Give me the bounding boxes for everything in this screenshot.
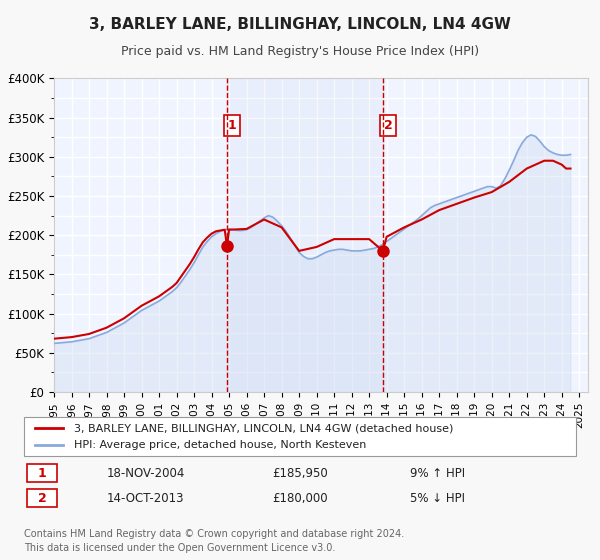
Text: 1: 1 bbox=[228, 119, 236, 132]
Text: 3, BARLEY LANE, BILLINGHAY, LINCOLN, LN4 4GW (detached house): 3, BARLEY LANE, BILLINGHAY, LINCOLN, LN4… bbox=[74, 423, 453, 433]
Text: Price paid vs. HM Land Registry's House Price Index (HPI): Price paid vs. HM Land Registry's House … bbox=[121, 45, 479, 58]
FancyBboxPatch shape bbox=[27, 464, 57, 482]
Text: 1: 1 bbox=[38, 466, 47, 480]
Text: 5% ↓ HPI: 5% ↓ HPI bbox=[410, 492, 466, 505]
Text: £185,950: £185,950 bbox=[272, 466, 328, 480]
Text: £180,000: £180,000 bbox=[272, 492, 328, 505]
Text: 9% ↑ HPI: 9% ↑ HPI bbox=[410, 466, 466, 480]
Text: 18-NOV-2004: 18-NOV-2004 bbox=[107, 466, 185, 480]
Text: 2: 2 bbox=[383, 119, 392, 132]
Text: 3, BARLEY LANE, BILLINGHAY, LINCOLN, LN4 4GW: 3, BARLEY LANE, BILLINGHAY, LINCOLN, LN4… bbox=[89, 17, 511, 32]
Text: 14-OCT-2013: 14-OCT-2013 bbox=[107, 492, 184, 505]
FancyBboxPatch shape bbox=[24, 417, 576, 456]
Bar bbox=[227, 78, 383, 392]
Text: 2: 2 bbox=[38, 492, 47, 505]
Text: HPI: Average price, detached house, North Kesteven: HPI: Average price, detached house, Nort… bbox=[74, 440, 366, 450]
Text: Contains HM Land Registry data © Crown copyright and database right 2024.: Contains HM Land Registry data © Crown c… bbox=[24, 529, 404, 539]
Text: This data is licensed under the Open Government Licence v3.0.: This data is licensed under the Open Gov… bbox=[24, 543, 335, 553]
FancyBboxPatch shape bbox=[27, 489, 57, 507]
